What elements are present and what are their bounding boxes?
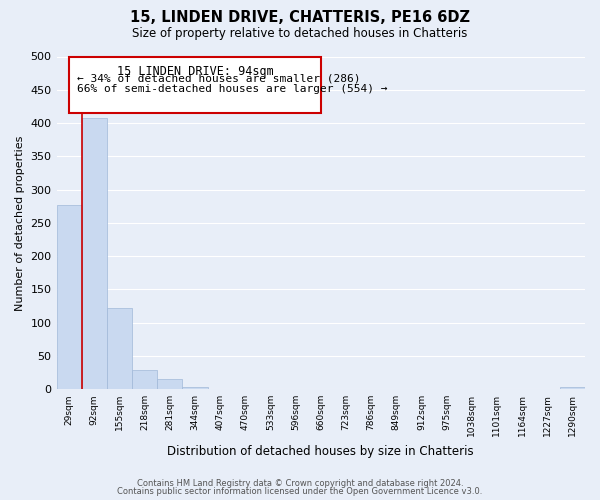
Text: Size of property relative to detached houses in Chatteris: Size of property relative to detached ho… <box>133 28 467 40</box>
Bar <box>107 308 132 389</box>
Text: 15 LINDEN DRIVE: 94sqm: 15 LINDEN DRIVE: 94sqm <box>116 65 274 78</box>
Text: Contains HM Land Registry data © Crown copyright and database right 2024.: Contains HM Land Registry data © Crown c… <box>137 478 463 488</box>
Bar <box>82 118 107 389</box>
Bar <box>560 387 585 389</box>
Y-axis label: Number of detached properties: Number of detached properties <box>15 135 25 310</box>
Bar <box>56 205 82 389</box>
FancyBboxPatch shape <box>69 56 321 113</box>
Bar <box>157 379 182 389</box>
Text: Contains public sector information licensed under the Open Government Licence v3: Contains public sector information licen… <box>118 487 482 496</box>
Text: 15, LINDEN DRIVE, CHATTERIS, PE16 6DZ: 15, LINDEN DRIVE, CHATTERIS, PE16 6DZ <box>130 10 470 25</box>
Text: 66% of semi-detached houses are larger (554) →: 66% of semi-detached houses are larger (… <box>77 84 387 94</box>
X-axis label: Distribution of detached houses by size in Chatteris: Distribution of detached houses by size … <box>167 444 474 458</box>
Bar <box>132 370 157 389</box>
Bar <box>182 386 208 389</box>
Text: ← 34% of detached houses are smaller (286): ← 34% of detached houses are smaller (28… <box>77 74 360 84</box>
